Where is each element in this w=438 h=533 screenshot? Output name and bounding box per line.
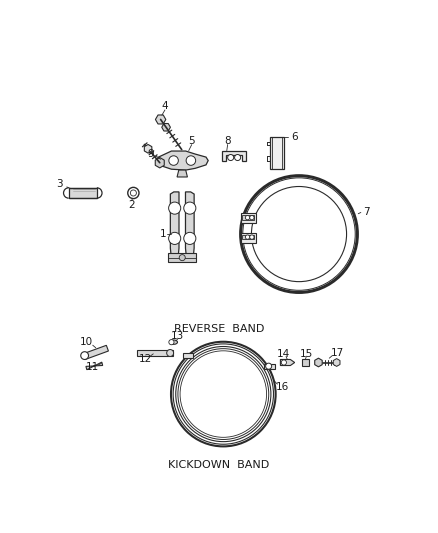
Polygon shape [86,362,102,370]
Polygon shape [145,144,152,153]
Circle shape [265,363,272,369]
Circle shape [184,232,196,245]
Circle shape [250,215,254,220]
Polygon shape [240,213,256,223]
Polygon shape [222,151,246,161]
Text: 2: 2 [128,200,135,209]
Circle shape [186,156,196,165]
Text: 12: 12 [139,354,152,365]
Text: REVERSE  BAND: REVERSE BAND [174,324,264,334]
Text: 17: 17 [331,348,345,358]
Text: 4: 4 [162,101,168,111]
Circle shape [245,235,250,239]
Polygon shape [177,170,187,177]
Polygon shape [185,192,194,257]
Ellipse shape [170,340,177,344]
Text: 1: 1 [159,229,166,239]
Text: KICKDOWN  BAND: KICKDOWN BAND [168,461,270,471]
Text: 13: 13 [171,330,184,341]
Circle shape [131,190,136,196]
Circle shape [169,232,181,245]
Polygon shape [155,158,164,168]
Polygon shape [137,350,173,356]
Text: 5: 5 [188,136,195,146]
Circle shape [235,155,240,160]
Polygon shape [242,215,254,220]
Polygon shape [315,358,322,367]
Polygon shape [162,124,170,131]
Polygon shape [155,115,166,124]
Circle shape [169,340,174,345]
Polygon shape [240,233,256,243]
Polygon shape [156,151,208,170]
Circle shape [281,360,286,365]
Circle shape [184,202,196,214]
Polygon shape [242,235,254,239]
Polygon shape [168,253,196,262]
Text: 6: 6 [291,132,297,142]
Polygon shape [280,359,295,366]
Polygon shape [83,345,109,360]
Circle shape [169,156,178,165]
Polygon shape [264,364,275,369]
Text: 16: 16 [276,382,289,392]
Polygon shape [333,359,340,366]
Circle shape [81,352,88,359]
Text: 8: 8 [224,136,231,146]
Text: 7: 7 [363,207,369,217]
Text: 11: 11 [86,362,99,372]
Circle shape [250,235,254,239]
Polygon shape [69,188,97,198]
Polygon shape [183,353,193,358]
Polygon shape [170,192,179,257]
Circle shape [167,350,173,357]
Polygon shape [270,137,284,169]
Text: 15: 15 [300,349,313,359]
Circle shape [128,188,139,199]
Polygon shape [302,359,309,366]
Circle shape [228,155,234,160]
Circle shape [245,215,250,220]
Text: 9: 9 [148,149,155,159]
Circle shape [169,202,181,214]
Text: 3: 3 [56,179,62,189]
Circle shape [179,255,185,261]
Text: 10: 10 [80,337,93,347]
Text: 14: 14 [276,349,290,359]
